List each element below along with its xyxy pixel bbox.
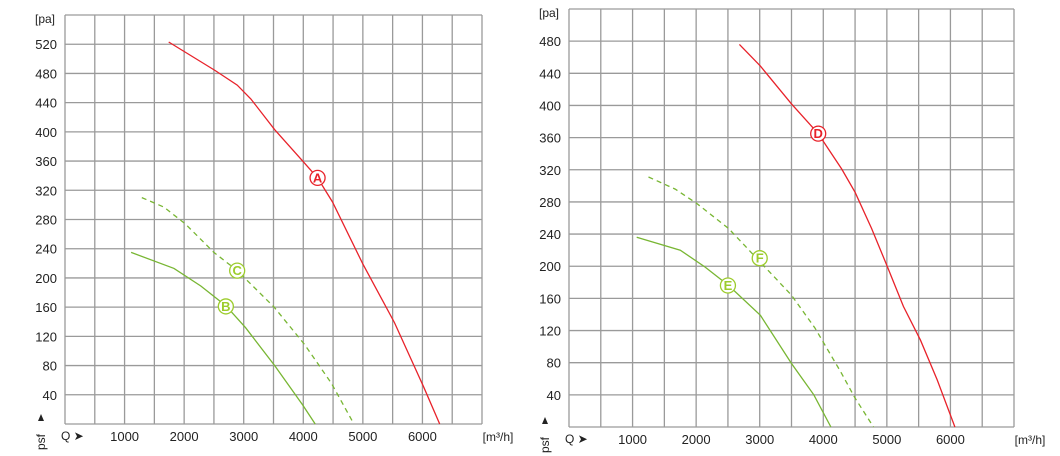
x-tick-label: 4000 — [809, 432, 838, 447]
y-tick-label: 400 — [539, 98, 561, 113]
curve-F — [648, 176, 875, 428]
x-tick-label: 3000 — [745, 432, 774, 447]
y-tick-label: 320 — [539, 163, 561, 178]
curve-label-A: A — [313, 170, 323, 185]
x-unit-label: [m³/h] — [483, 430, 514, 444]
curve-label-circle-A — [309, 169, 326, 187]
curve-label-D: D — [814, 126, 823, 141]
curve-label-circle-B — [217, 298, 234, 315]
y-unit-label: [pa] — [539, 6, 559, 20]
y-tick-label: 280 — [539, 195, 561, 210]
curve-label-circle-F — [751, 250, 768, 267]
curve-E — [636, 236, 832, 428]
curve-A — [168, 41, 441, 425]
x-tick-label: 6000 — [936, 432, 965, 447]
y-tick-label: 200 — [539, 259, 561, 274]
y-tick-label: 360 — [539, 131, 561, 146]
curve-D — [738, 43, 956, 428]
y-tick-label: 400 — [35, 125, 57, 140]
curve-label-circle-E — [719, 277, 737, 294]
x-tick-label: 1000 — [618, 432, 647, 447]
curve-label-B: B — [221, 299, 230, 314]
x-axis-label: Q ➤ — [61, 429, 84, 443]
y-tick-label: 480 — [35, 66, 57, 81]
y-tick-label: 440 — [35, 96, 57, 111]
y-tick-label: 520 — [35, 37, 57, 52]
y-tick-label: 240 — [539, 227, 561, 242]
y-tick-label: 160 — [35, 300, 57, 315]
y-tick-label: 40 — [43, 388, 57, 403]
y-tick-label: 120 — [35, 329, 57, 344]
y-tick-label: 40 — [547, 388, 561, 403]
y-axis-arrow-icon — [542, 417, 548, 424]
y-tick-label: 120 — [539, 324, 561, 339]
y-tick-label: 480 — [539, 34, 561, 49]
y-tick-label: 200 — [35, 271, 57, 286]
y-tick-label: 440 — [539, 66, 561, 81]
y-tick-label: 320 — [35, 183, 57, 198]
curve-label-E: E — [724, 278, 733, 293]
x-unit-label: [m³/h] — [1015, 433, 1046, 447]
x-tick-label: 4000 — [289, 429, 318, 444]
y-tick-label: 280 — [35, 213, 57, 228]
chart-1: 40 80 120 160 200 240 280 320 360 400 440 480 520 100… — [34, 12, 513, 450]
curve-label-C: C — [232, 263, 242, 278]
x-tick-label: 5000 — [348, 429, 377, 444]
y-tick-label: 240 — [35, 242, 57, 257]
y-unit-label: [pa] — [35, 12, 55, 26]
chart-2: 40 80 120 160 200 240 280 320 360 400 440 480 1000 20… — [538, 6, 1045, 453]
x-tick-label: 5000 — [872, 432, 901, 447]
curve-label-circle-D — [810, 125, 827, 142]
x-tick-label: 2000 — [682, 432, 711, 447]
x-tick-label: 1000 — [110, 429, 139, 444]
y-tick-label: 80 — [43, 359, 57, 374]
x-tick-label: 6000 — [408, 429, 437, 444]
curve-label-circle-C — [229, 262, 246, 279]
x-tick-label: 2000 — [170, 429, 199, 444]
y-axis-label: psf — [538, 436, 552, 453]
y-tick-label: 360 — [35, 154, 57, 169]
y-tick-label: 160 — [539, 291, 561, 306]
x-axis-label: Q ➤ — [565, 432, 588, 446]
x-tick-label: 3000 — [229, 429, 258, 444]
curve-label-F: F — [756, 251, 764, 266]
y-axis-label: psf — [34, 433, 48, 450]
curve-C — [141, 197, 355, 425]
y-tick-label: 80 — [547, 356, 561, 371]
curve-B — [130, 251, 316, 425]
y-axis-arrow-icon — [38, 414, 44, 421]
